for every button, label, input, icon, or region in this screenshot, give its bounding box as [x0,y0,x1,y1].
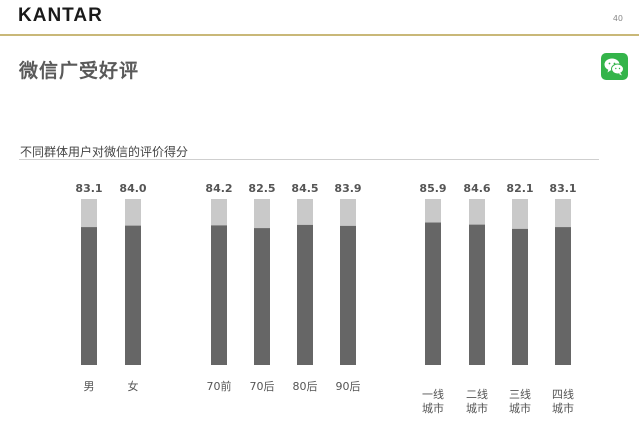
bar-score-2 [125,225,141,365]
bar-remainder-10 [555,199,571,228]
data-label-6: 83.9 [334,182,361,195]
bar-score-1 [81,227,97,365]
data-label-5: 84.5 [291,182,318,195]
bar-remainder-9 [512,199,528,229]
bar-remainder-8 [469,199,485,225]
bar-score-3 [211,225,227,365]
bar-remainder-3 [211,199,227,226]
category-label-3: 70前 [207,379,232,393]
bar-remainder-6 [340,199,356,226]
category-label-1: 男 [84,380,95,393]
bar-score-8 [469,224,485,365]
wechat-icon [601,53,628,80]
bar-score-4 [254,228,270,365]
brand-logo: KANTAR [18,5,103,26]
bar-score-7 [425,222,441,365]
category-label-10: 四线城市 [552,387,574,415]
data-label-1: 83.1 [75,182,102,195]
category-label-2: 女 [128,379,139,393]
category-label-6: 90后 [336,380,361,393]
data-label-2: 84.0 [119,182,146,195]
data-label-10: 83.1 [549,182,576,195]
bar-remainder-1 [81,199,97,228]
bar-remainder-5 [297,199,313,225]
header-divider [0,34,639,36]
category-label-8: 二线城市 [466,387,488,415]
slide-title: 微信广受好评 [19,60,140,82]
data-label-9: 82.1 [506,182,533,195]
chart-title: 不同群体用户对微信的评价得分 [20,145,189,159]
category-label-7: 一线城市 [422,387,444,415]
bar-score-10 [555,227,571,365]
bar-remainder-2 [125,199,141,226]
category-label-4: 70后 [250,380,275,393]
bar-score-5 [297,224,313,365]
category-label-9: 三线城市 [509,387,531,415]
data-label-7: 85.9 [419,182,446,195]
bar-remainder-7 [425,199,441,223]
data-label-8: 84.6 [463,182,490,195]
chart-title-underline [19,159,599,160]
bar-remainder-4 [254,199,270,229]
data-label-4: 82.5 [248,182,275,195]
data-label-3: 84.2 [205,182,232,195]
page-number: 40 [612,14,623,23]
category-label-5: 80后 [293,380,318,393]
bar-score-6 [340,225,356,365]
bar-score-9 [512,228,528,365]
